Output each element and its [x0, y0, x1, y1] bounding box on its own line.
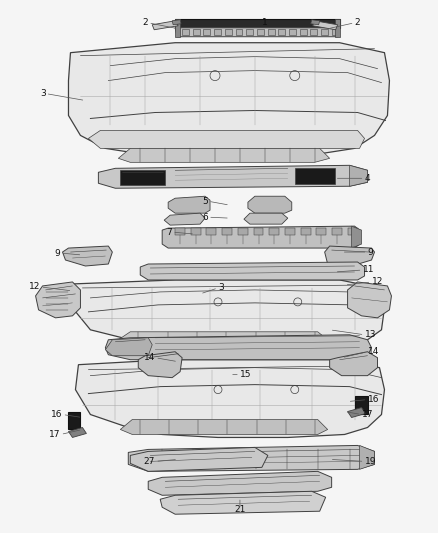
Polygon shape	[295, 168, 335, 184]
Text: 21: 21	[234, 505, 246, 514]
Polygon shape	[285, 228, 295, 235]
Polygon shape	[348, 228, 357, 235]
Polygon shape	[238, 228, 248, 235]
Polygon shape	[160, 491, 326, 514]
Polygon shape	[118, 148, 330, 163]
Polygon shape	[269, 228, 279, 235]
Text: 3: 3	[40, 89, 46, 98]
Polygon shape	[348, 282, 392, 318]
Polygon shape	[68, 411, 81, 430]
Ellipse shape	[256, 199, 284, 211]
Polygon shape	[168, 196, 210, 213]
Polygon shape	[75, 360, 385, 438]
Polygon shape	[140, 262, 364, 280]
Polygon shape	[193, 29, 200, 35]
Ellipse shape	[176, 199, 204, 211]
Polygon shape	[278, 29, 285, 35]
Text: 11: 11	[363, 265, 374, 274]
Polygon shape	[148, 471, 332, 495]
Polygon shape	[348, 408, 366, 417]
Polygon shape	[68, 427, 86, 438]
Polygon shape	[88, 131, 364, 148]
Polygon shape	[152, 21, 178, 30]
Text: 3: 3	[218, 284, 224, 293]
Polygon shape	[106, 335, 371, 360]
Polygon shape	[172, 20, 181, 25]
Text: 12: 12	[29, 282, 41, 292]
Polygon shape	[321, 29, 328, 35]
Text: 17: 17	[361, 410, 373, 419]
Text: 4: 4	[364, 174, 370, 183]
Text: 2: 2	[143, 18, 148, 27]
Polygon shape	[35, 282, 81, 318]
Text: 16: 16	[51, 410, 63, 419]
Polygon shape	[164, 213, 205, 225]
Polygon shape	[63, 246, 112, 266]
Polygon shape	[138, 352, 182, 378]
Text: 27: 27	[144, 457, 155, 466]
Ellipse shape	[174, 215, 192, 223]
Polygon shape	[236, 29, 243, 35]
Polygon shape	[120, 171, 165, 185]
Text: 13: 13	[364, 330, 376, 340]
Polygon shape	[182, 29, 189, 35]
Polygon shape	[300, 228, 311, 235]
Polygon shape	[99, 165, 367, 188]
Polygon shape	[68, 43, 389, 158]
Polygon shape	[214, 29, 221, 35]
Text: 14: 14	[367, 347, 379, 356]
Polygon shape	[310, 29, 317, 35]
Polygon shape	[244, 213, 288, 224]
Text: 7: 7	[166, 228, 172, 237]
Polygon shape	[300, 29, 307, 35]
Polygon shape	[360, 446, 374, 470]
Polygon shape	[254, 228, 264, 235]
Polygon shape	[206, 228, 216, 235]
Text: 12: 12	[371, 278, 383, 286]
Polygon shape	[225, 29, 232, 35]
Polygon shape	[248, 196, 292, 213]
Polygon shape	[289, 29, 296, 35]
Text: 2: 2	[355, 18, 360, 27]
Polygon shape	[204, 29, 210, 35]
Polygon shape	[246, 29, 253, 35]
Polygon shape	[175, 19, 180, 37]
Polygon shape	[191, 228, 201, 235]
Text: 1: 1	[262, 18, 268, 27]
Polygon shape	[128, 446, 374, 471]
Polygon shape	[130, 447, 268, 471]
Polygon shape	[162, 226, 360, 248]
Polygon shape	[120, 419, 328, 434]
Polygon shape	[332, 29, 339, 35]
Polygon shape	[175, 228, 185, 235]
Polygon shape	[118, 332, 328, 345]
Text: 5: 5	[202, 197, 208, 206]
Polygon shape	[335, 19, 339, 37]
Polygon shape	[106, 338, 152, 356]
Text: 17: 17	[49, 430, 60, 439]
Ellipse shape	[256, 215, 274, 223]
Text: 19: 19	[364, 457, 376, 466]
Polygon shape	[175, 19, 339, 28]
Text: 6: 6	[202, 213, 208, 222]
Text: 9: 9	[367, 247, 373, 256]
Polygon shape	[313, 21, 338, 30]
Text: 15: 15	[240, 370, 251, 379]
Polygon shape	[257, 29, 264, 35]
Polygon shape	[355, 395, 367, 414]
Text: 9: 9	[55, 248, 60, 257]
Polygon shape	[268, 29, 275, 35]
Polygon shape	[350, 165, 367, 186]
Polygon shape	[332, 228, 342, 235]
Polygon shape	[72, 280, 385, 348]
Polygon shape	[222, 228, 232, 235]
Text: 16: 16	[367, 395, 379, 404]
Text: 14: 14	[144, 353, 155, 362]
Polygon shape	[330, 352, 378, 376]
Polygon shape	[352, 226, 361, 248]
Polygon shape	[325, 246, 374, 266]
Polygon shape	[175, 28, 339, 37]
Polygon shape	[316, 228, 326, 235]
Polygon shape	[311, 20, 320, 25]
